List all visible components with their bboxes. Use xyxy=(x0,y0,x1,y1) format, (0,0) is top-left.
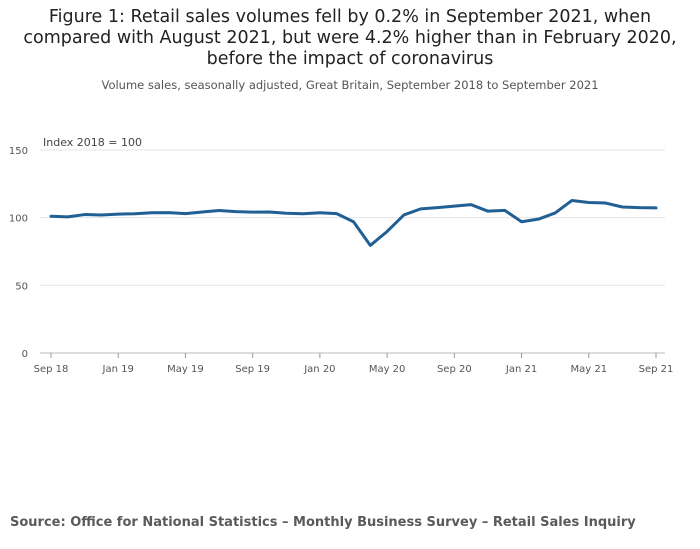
data-point-aug-19[interactable] xyxy=(232,208,240,216)
x-tick-label: Jan 20 xyxy=(303,364,335,375)
chart-subtitle: Volume sales, seasonally adjusted, Great… xyxy=(101,78,599,92)
grid-lines xyxy=(40,149,665,354)
data-point-oct-18[interactable] xyxy=(64,213,72,221)
data-point-oct-20[interactable] xyxy=(467,201,475,209)
data-point-jan-19[interactable] xyxy=(114,210,122,218)
y-axis: 0 50 100 150 xyxy=(9,146,28,360)
data-point-mar-20[interactable] xyxy=(350,218,358,226)
series xyxy=(47,196,660,249)
data-point-jun-21[interactable] xyxy=(602,199,610,207)
data-point-may-19[interactable] xyxy=(181,210,189,218)
x-tick-label: Sep 20 xyxy=(437,364,472,375)
data-point-dec-20[interactable] xyxy=(501,206,509,214)
data-point-sep-20[interactable] xyxy=(450,202,458,210)
data-point-jul-19[interactable] xyxy=(215,206,223,214)
data-point-feb-19[interactable] xyxy=(131,210,139,218)
data-point-jan-21[interactable] xyxy=(518,218,526,226)
data-point-oct-19[interactable] xyxy=(265,208,273,216)
data-point-feb-20[interactable] xyxy=(333,210,341,218)
data-point-aug-21[interactable] xyxy=(635,204,643,212)
x-tick-label: Sep 21 xyxy=(639,364,674,375)
data-point-dec-18[interactable] xyxy=(97,211,105,219)
x-tick-label: Sep 18 xyxy=(34,364,69,375)
y-tick-label: 100 xyxy=(9,214,28,225)
data-point-sep-18[interactable] xyxy=(47,212,55,220)
data-point-mar-21[interactable] xyxy=(551,209,559,217)
data-point-mar-19[interactable] xyxy=(148,209,156,217)
data-point-sep-21[interactable] xyxy=(652,204,660,212)
data-point-nov-20[interactable] xyxy=(484,207,492,215)
x-tick-label: May 19 xyxy=(167,364,204,375)
data-point-feb-21[interactable] xyxy=(534,215,542,223)
data-point-apr-20[interactable] xyxy=(366,241,374,249)
chart-title: Figure 1: Retail sales volumes fell by 0… xyxy=(23,7,677,69)
x-axis: Sep 18 Jan 19 May 19 Sep 19 Jan 20 May 20 Sep … xyxy=(34,353,674,375)
data-point-may-21[interactable] xyxy=(585,199,593,207)
y-tick-label: 50 xyxy=(15,281,28,292)
source-note: Source: Office for National Statistics –… xyxy=(10,515,636,530)
data-point-apr-19[interactable] xyxy=(165,209,173,217)
x-tick-label: Jan 19 xyxy=(102,364,134,375)
x-tick-label: May 20 xyxy=(369,364,406,375)
series-line xyxy=(49,198,658,247)
data-point-jun-20[interactable] xyxy=(400,211,408,219)
x-tick-label: Sep 19 xyxy=(235,364,270,375)
y-axis-label: Index 2018 = 100 xyxy=(43,136,142,149)
data-point-may-20[interactable] xyxy=(383,227,391,235)
data-point-jul-21[interactable] xyxy=(618,203,626,211)
data-point-dec-19[interactable] xyxy=(299,210,307,218)
data-point-jul-20[interactable] xyxy=(417,205,425,213)
data-point-jan-20[interactable] xyxy=(316,209,324,217)
y-tick-label: 0 xyxy=(22,349,28,360)
data-point-sep-19[interactable] xyxy=(249,208,257,216)
x-tick-label: Jan 21 xyxy=(505,364,537,375)
y-tick-label: 150 xyxy=(9,146,28,157)
x-tick-label: May 21 xyxy=(570,364,607,375)
data-point-nov-19[interactable] xyxy=(282,209,290,217)
data-point-apr-21[interactable] xyxy=(568,196,576,204)
data-point-jun-19[interactable] xyxy=(198,208,206,216)
data-point-aug-20[interactable] xyxy=(434,204,442,212)
data-point-nov-18[interactable] xyxy=(81,211,89,219)
